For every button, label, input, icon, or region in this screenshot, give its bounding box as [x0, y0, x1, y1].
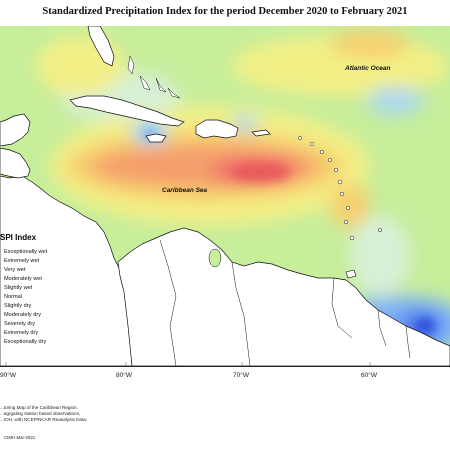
wet-zone-east: [350, 216, 410, 296]
jamaica-land: [145, 133, 167, 143]
puerto-rico-land: [251, 129, 271, 137]
legend-title: SPI Index: [0, 233, 37, 242]
dry-zone-atlantic-core: [330, 30, 410, 58]
lesser-antilles-islands: [298, 136, 383, 241]
map-notes: ...toring Map of the Caribbean Region. .…: [0, 405, 160, 424]
legend-item-severely-dry: Severely dry: [4, 321, 36, 327]
south-america-land: [117, 227, 450, 366]
longitude-label-70w: 70°W: [233, 372, 249, 379]
note-line: ...egrgating station based observations,: [0, 411, 81, 417]
spi-map: Atlantic Ocean Caribbean Sea: [0, 26, 450, 367]
legend-item-exceptionally-dry: Exceptionally dry: [4, 339, 47, 345]
longitude-label-80w: 80°W: [116, 372, 132, 379]
lake-maracaibo: [208, 248, 222, 268]
trinidad-land: [345, 269, 357, 279]
longitude-label-90w: 90°W: [0, 372, 16, 379]
map-title: Standardized Precipitation Index for the…: [42, 6, 408, 17]
legend-item-extremely-dry: Extremely dry: [4, 330, 39, 336]
caribbean-sea-label: Caribbean Sea: [162, 187, 208, 194]
dry-zone-caribbean-core: [230, 163, 290, 181]
longitude-label-60w: 60°W: [361, 372, 377, 379]
bahamas-islands: [127, 55, 181, 99]
wet-zone-guianas-peak: [415, 318, 435, 334]
longitude-ticks: [5, 362, 371, 366]
atlantic-ocean-label: Atlantic Ocean: [344, 65, 391, 72]
legend-item-slightly-dry: Slightly dry: [4, 303, 32, 309]
legend-item-exceptionally-wet: Exceptionally wet: [4, 249, 48, 255]
note-line: ...IOH, with NCEP/NCAR Reanalysis Data.: [0, 417, 88, 423]
legend-item-extremely-wet: Extremely wet: [4, 258, 40, 264]
legend-item-moderately-dry: Moderately dry: [4, 312, 41, 318]
legend-item-normal: Normal: [4, 294, 23, 300]
copyright-text: CIMH Mar-2021: [4, 435, 36, 440]
wet-zone-atlantic: [367, 87, 423, 115]
note-line: ...toring Map of the Caribbean Region.: [0, 405, 78, 410]
legend-item-slightly-wet: Slightly wet: [4, 285, 33, 291]
legend-item-moderately-wet: Moderately wet: [4, 276, 42, 282]
country-borders: [159, 239, 411, 366]
cuba-land: [69, 95, 185, 127]
legend-item-very-wet: Very wet: [4, 267, 26, 273]
dry-zone-lesser-antilles: [330, 184, 370, 228]
hispaniola-land: [195, 119, 239, 139]
yucatan-land: [0, 147, 31, 179]
florida-land: [87, 26, 115, 67]
